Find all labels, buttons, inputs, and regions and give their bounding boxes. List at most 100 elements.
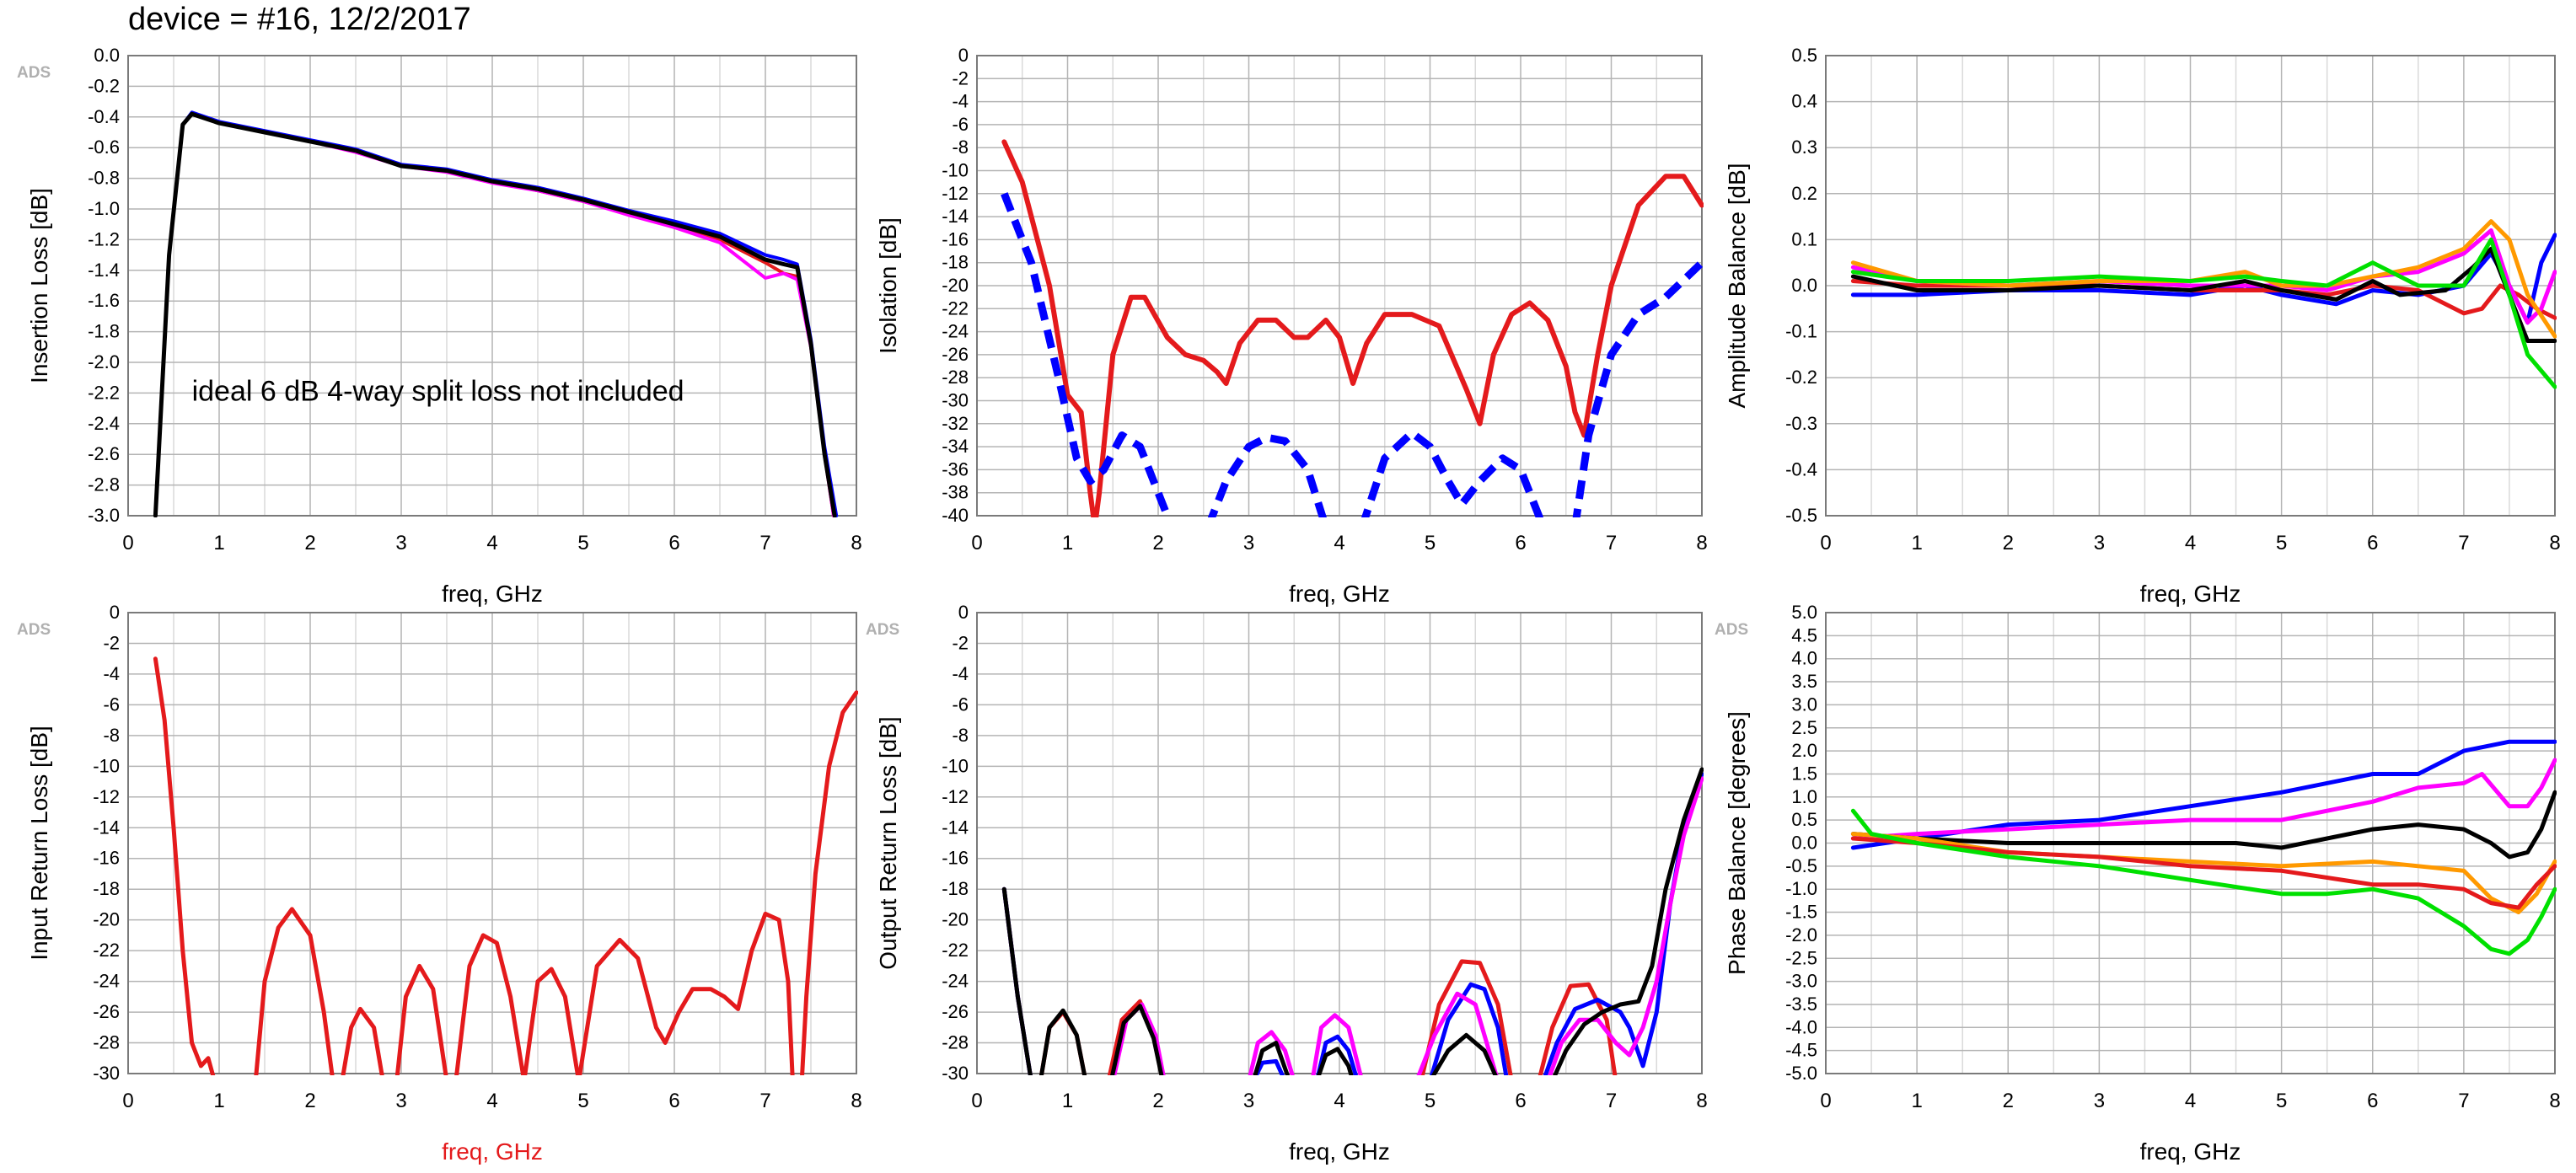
x-tick-label: 2 [304,1090,315,1112]
x-tick-label: 7 [759,1090,770,1112]
x-tick-label: 1 [213,532,224,554]
y-tick-label: -0.4 [88,106,120,127]
y-tick-label: -0.5 [1785,505,1817,526]
x-tick-label: 0 [971,1090,982,1112]
ads-logo: ADS [1715,621,1748,639]
y-tick-label: 0.3 [1791,137,1817,158]
y-tick-label: -20 [942,275,969,296]
y-tick-label: -1.6 [88,290,120,311]
y-tick-label: -10 [942,755,969,776]
y-tick-label: -22 [942,940,969,961]
x-axis-label: freq, GHz [2140,1138,2241,1165]
x-tick-label: 2 [1152,532,1163,554]
y-tick-label: -26 [942,344,969,365]
y-tick-label: -4 [103,663,120,684]
y-tick-label: -2.0 [1785,924,1817,945]
x-tick-label: 4 [2185,532,2196,554]
ads-logo: ADS [866,621,899,639]
x-tick-label: 3 [2094,532,2105,554]
y-tick-label: -0.3 [1785,413,1817,434]
y-tick-label: -2.5 [1785,947,1817,968]
ads-logo: ADS [17,621,51,639]
y-axis-label: Amplitude Balance [dB] [1724,163,1750,408]
y-tick-label: -0.1 [1785,321,1817,342]
y-tick-label: -12 [942,183,969,204]
x-tick-label: 6 [2367,532,2378,554]
y-tick-label: 0 [110,602,120,623]
y-axis-label: Isolation [dB] [875,217,901,354]
x-tick-label: 7 [759,532,770,554]
plot-annotation: ideal 6 dB 4-way split loss not included [192,376,684,408]
y-tick-label: 0.1 [1791,228,1817,249]
y-tick-label: -8 [952,725,969,746]
y-tick-label: -0.2 [1785,367,1817,388]
y-tick-label: -24 [942,971,969,992]
y-tick-label: 0.5 [1791,45,1817,66]
x-tick-label: 7 [1606,1090,1617,1112]
y-tick-label: -22 [942,297,969,319]
y-tick-label: -1.2 [88,228,120,249]
x-tick-label: 6 [668,532,679,554]
y-tick-label: 0 [958,602,969,623]
y-tick-label: -38 [942,482,969,503]
y-tick-label: -36 [942,458,969,479]
y-tick-label: -1.4 [88,260,120,281]
y-axis-label: Insertion Loss [dB] [26,188,52,383]
x-tick-label: 0 [971,532,982,554]
x-tick-label: 0 [1820,532,1831,554]
y-tick-label: -2.8 [88,474,120,495]
y-tick-label: 0.0 [94,45,120,66]
ads-logo: ADS [17,64,51,82]
y-tick-label: -3.5 [1785,994,1817,1015]
amplitude-balance-chart: 0.50.40.30.20.10.0-0.1-0.2-0.3-0.4-0.50 1… [1724,45,2561,607]
y-tick-label: -16 [942,848,969,869]
x-tick-label: 5 [2276,532,2287,554]
y-tick-label: -0.6 [88,137,120,158]
x-tick-label: 5 [577,1090,588,1112]
y-tick-label: 0 [958,45,969,66]
x-tick-label: 4 [2185,1090,2196,1112]
y-tick-label: -2 [103,632,120,653]
y-tick-label: -6 [952,114,969,135]
y-tick-label: -30 [942,390,969,411]
y-tick-label: -0.2 [88,75,120,96]
y-tick-label: -40 [942,505,969,526]
y-tick-label: -14 [942,817,969,838]
x-tick-label: 6 [1515,532,1526,554]
y-tick-label: 2.0 [1791,740,1817,761]
y-tick-label: -28 [93,1032,120,1053]
x-tick-label: 1 [1062,1090,1073,1112]
y-tick-label: -8 [103,725,120,746]
y-tick-label: -18 [93,878,120,899]
x-tick-label: 3 [395,1090,406,1112]
x-tick-label: 1 [1062,532,1073,554]
y-tick-label: -14 [942,206,969,227]
phase-balance-chart: 5.04.54.03.53.02.52.01.51.00.50.0-0.5-1.… [1715,602,2561,1165]
x-tick-label: 4 [486,532,497,554]
x-axis-label: freq, GHz [442,1138,543,1165]
x-tick-label: 7 [1606,532,1617,554]
y-tick-label: -20 [93,909,120,930]
x-tick-label: 5 [577,532,588,554]
x-tick-label: 5 [2276,1090,2287,1112]
y-tick-label: 0.4 [1791,91,1817,112]
y-tick-label: -2.4 [88,413,120,434]
y-tick-label: -3.0 [1785,971,1817,992]
y-tick-label: -4.5 [1785,1040,1817,1061]
y-tick-label: -30 [93,1063,120,1084]
y-tick-label: -1.8 [88,321,120,342]
y-tick-label: -18 [942,878,969,899]
x-tick-label: 5 [1425,1090,1436,1112]
x-tick-label: 5 [1425,532,1436,554]
y-tick-label: -8 [952,137,969,158]
x-tick-label: 1 [1911,1090,1922,1112]
y-tick-label: 3.0 [1791,694,1817,715]
y-tick-label: -4 [952,663,969,684]
y-tick-label: -18 [942,252,969,273]
y-tick-label: 3.5 [1791,671,1817,692]
y-tick-label: -0.4 [1785,458,1817,479]
x-tick-label: 0 [122,1090,133,1112]
x-tick-label: 6 [668,1090,679,1112]
x-tick-label: 4 [486,1090,497,1112]
